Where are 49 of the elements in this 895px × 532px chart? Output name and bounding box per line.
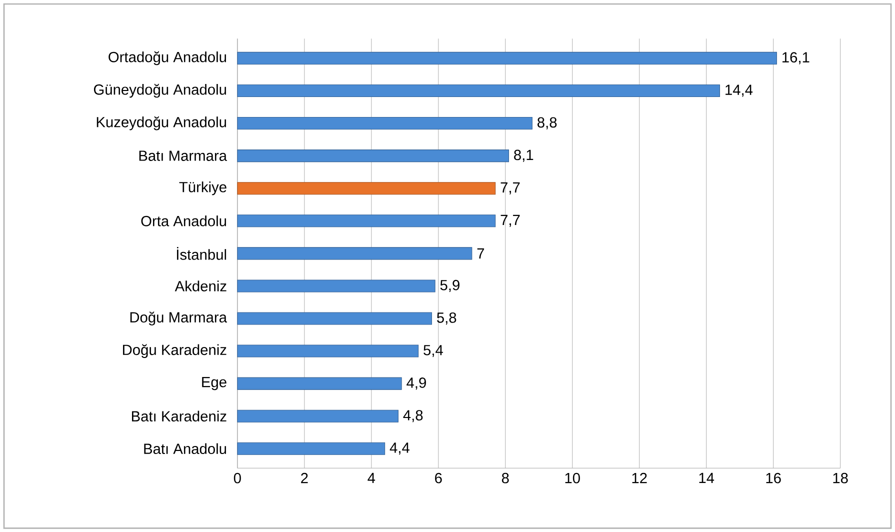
data-label: 8,8 [538,117,557,130]
x-tick-label: 14 [699,472,714,483]
data-label: 4,9 [406,377,426,390]
data-label: 4,4 [390,442,410,455]
y-tick-label: Kuzeydoğu Anadolu [96,116,226,130]
y-tick-label: Akdeniz [174,280,226,292]
y-tick-label: Doğu Marmara [130,311,227,326]
x-tick-label: 8 [502,472,509,484]
y-tick-label: Türkiye [179,181,226,196]
bar [237,442,386,455]
data-label: 5,4 [424,344,443,357]
bar [237,247,472,260]
x-tick-label: 10 [565,472,580,484]
y-tick-label: Batı Marmara [139,150,228,161]
bar [237,344,419,358]
bar [237,84,720,97]
y-tick-label: Ege [202,376,226,390]
data-label: 16,1 [782,52,810,64]
y-tick-label: İstanbul [176,246,226,260]
y-tick-label: Ortadoğu Anadolu [108,51,226,66]
data-label: 14,4 [726,84,753,97]
x-tick-label: 4 [368,472,376,483]
x-tick-label: 0 [234,472,241,484]
bar [237,116,532,130]
x-tick-label: 16 [766,472,781,484]
y-tick-label: Batı Karadeniz [132,410,226,422]
bar [237,312,432,325]
bar [237,377,402,390]
bar [237,280,436,292]
y-tick-label: Batı Anadolu [144,443,226,454]
bar [237,410,398,422]
y-tick-label: Doğu Karadeniz [123,344,226,358]
data-label: 4,8 [403,410,423,422]
y-tick-label: Güneydoğu Anadolu [94,84,226,98]
bar [237,149,509,162]
bar [237,214,496,228]
data-label: 5,8 [436,312,456,324]
data-label: 8,1 [514,150,534,162]
data-label: 5,9 [440,280,460,292]
x-tick-label: 12 [632,472,647,484]
data-label: 7 [477,248,484,258]
bar [237,52,777,64]
x-tick-label: 6 [435,472,442,484]
bar [237,182,496,195]
y-tick-label: Orta Anadolu [141,215,226,226]
data-label: 7,7 [500,214,520,227]
x-tick-label: 2 [301,472,308,484]
data-label: 7,7 [500,182,520,194]
x-tick-label: 18 [833,472,848,484]
